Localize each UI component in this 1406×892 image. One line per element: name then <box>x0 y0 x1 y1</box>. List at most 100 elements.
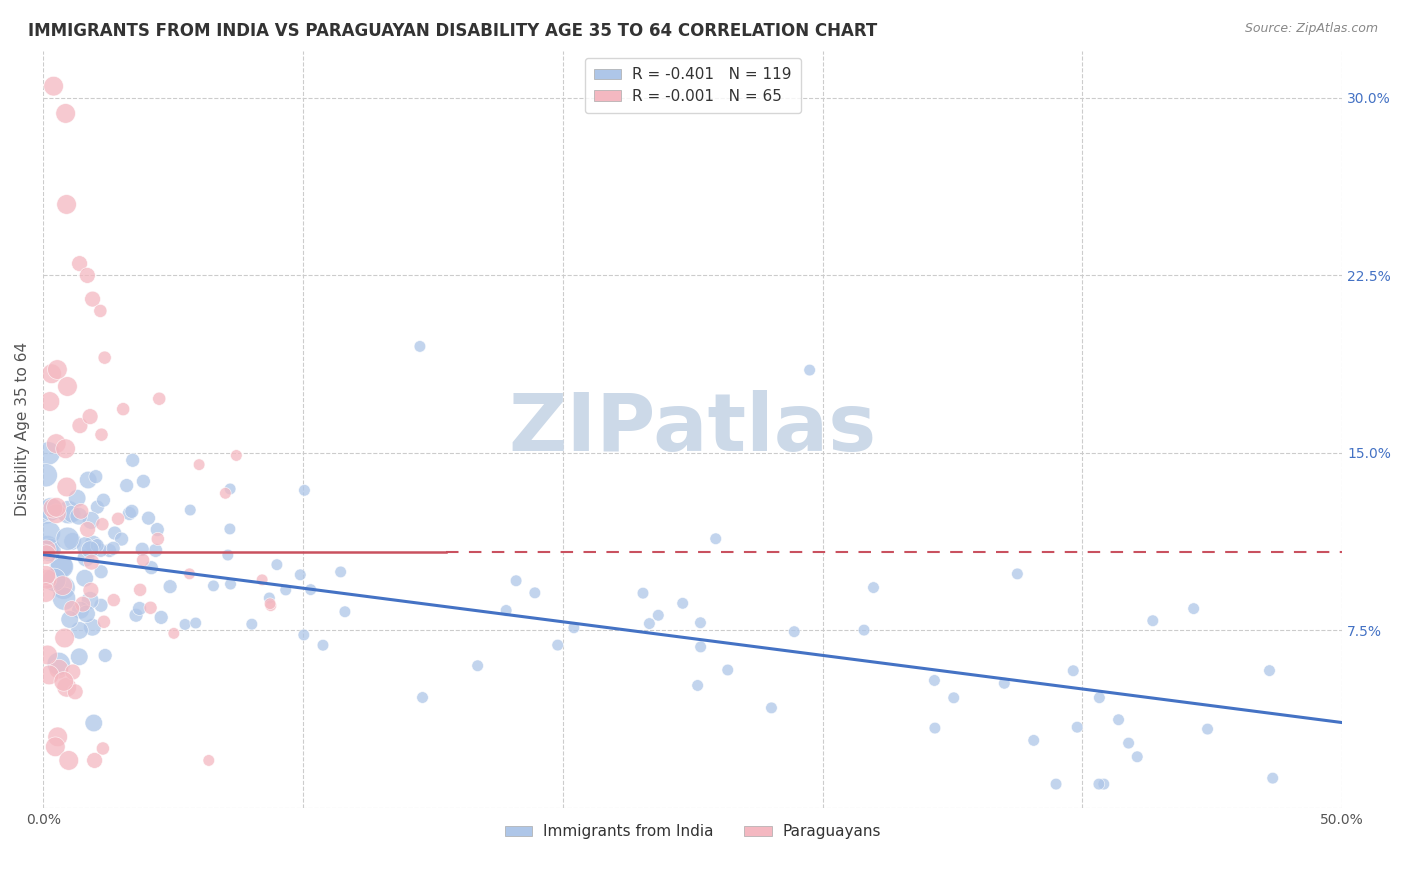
Point <box>1092 777 1115 791</box>
Point <box>121 453 143 467</box>
Point <box>292 628 315 642</box>
Point <box>409 339 432 353</box>
Point <box>69 624 91 638</box>
Point <box>93 351 115 365</box>
Point <box>86 539 108 553</box>
Text: ZIPatlas: ZIPatlas <box>509 390 877 468</box>
Point <box>686 678 709 692</box>
Point <box>55 442 77 456</box>
Point <box>219 577 242 591</box>
Point <box>1022 733 1045 747</box>
Point <box>274 582 297 597</box>
Text: Source: ZipAtlas.com: Source: ZipAtlas.com <box>1244 22 1378 36</box>
Point <box>42 501 65 516</box>
Point <box>75 551 97 566</box>
Point <box>184 615 207 630</box>
Point <box>689 640 711 654</box>
Point <box>67 509 90 524</box>
Point <box>638 616 661 631</box>
Point <box>145 543 167 558</box>
Point <box>112 402 135 417</box>
Point <box>90 427 112 442</box>
Point <box>80 513 103 527</box>
Point <box>66 491 89 505</box>
Point <box>266 558 288 572</box>
Point <box>188 458 211 472</box>
Point <box>103 593 125 607</box>
Point <box>48 657 70 671</box>
Point <box>333 605 356 619</box>
Point <box>562 621 585 635</box>
Point <box>90 543 112 558</box>
Point <box>259 597 281 611</box>
Point <box>240 617 263 632</box>
Point <box>53 631 76 645</box>
Point <box>67 649 90 664</box>
Point <box>219 482 242 496</box>
Point <box>91 741 114 756</box>
Point <box>58 505 80 519</box>
Point <box>84 469 107 483</box>
Point <box>259 591 281 605</box>
Point <box>174 617 197 632</box>
Point <box>45 507 67 521</box>
Point <box>495 603 517 617</box>
Point <box>110 532 132 546</box>
Point <box>1142 614 1164 628</box>
Point <box>45 436 67 450</box>
Point <box>132 553 155 567</box>
Point <box>38 525 60 540</box>
Point <box>197 754 219 768</box>
Point <box>647 608 669 623</box>
Point <box>79 593 101 607</box>
Point <box>1007 566 1029 581</box>
Point <box>52 674 75 689</box>
Point <box>46 362 69 376</box>
Point <box>90 599 112 613</box>
Point <box>62 534 84 549</box>
Point <box>72 597 94 611</box>
Point <box>38 542 60 557</box>
Point <box>148 392 170 406</box>
Point <box>35 506 58 520</box>
Point <box>467 658 489 673</box>
Point <box>412 690 434 705</box>
Point <box>672 596 695 610</box>
Point <box>55 106 77 120</box>
Point <box>35 585 58 599</box>
Point <box>103 541 125 556</box>
Point <box>56 532 79 546</box>
Point <box>141 560 163 574</box>
Point <box>79 542 101 557</box>
Point <box>783 624 806 639</box>
Point <box>41 367 63 381</box>
Point <box>219 522 242 536</box>
Point <box>79 409 101 424</box>
Point <box>1088 690 1111 705</box>
Point <box>38 446 60 460</box>
Point <box>115 478 138 492</box>
Y-axis label: Disability Age 35 to 64: Disability Age 35 to 64 <box>15 343 30 516</box>
Point <box>37 648 59 662</box>
Point <box>1045 777 1067 791</box>
Point <box>250 573 273 587</box>
Point <box>1261 771 1284 785</box>
Point <box>689 615 711 630</box>
Point <box>290 567 312 582</box>
Point <box>49 558 72 573</box>
Point <box>214 486 236 500</box>
Point <box>55 680 77 694</box>
Point <box>52 579 75 593</box>
Point <box>179 566 201 581</box>
Point <box>924 721 946 735</box>
Point <box>1126 749 1149 764</box>
Point <box>138 511 160 525</box>
Point <box>1088 777 1111 791</box>
Point <box>139 600 162 615</box>
Point <box>63 685 86 699</box>
Point <box>129 582 152 597</box>
Point <box>862 581 884 595</box>
Point <box>924 673 946 688</box>
Point <box>125 608 148 623</box>
Point <box>91 517 114 532</box>
